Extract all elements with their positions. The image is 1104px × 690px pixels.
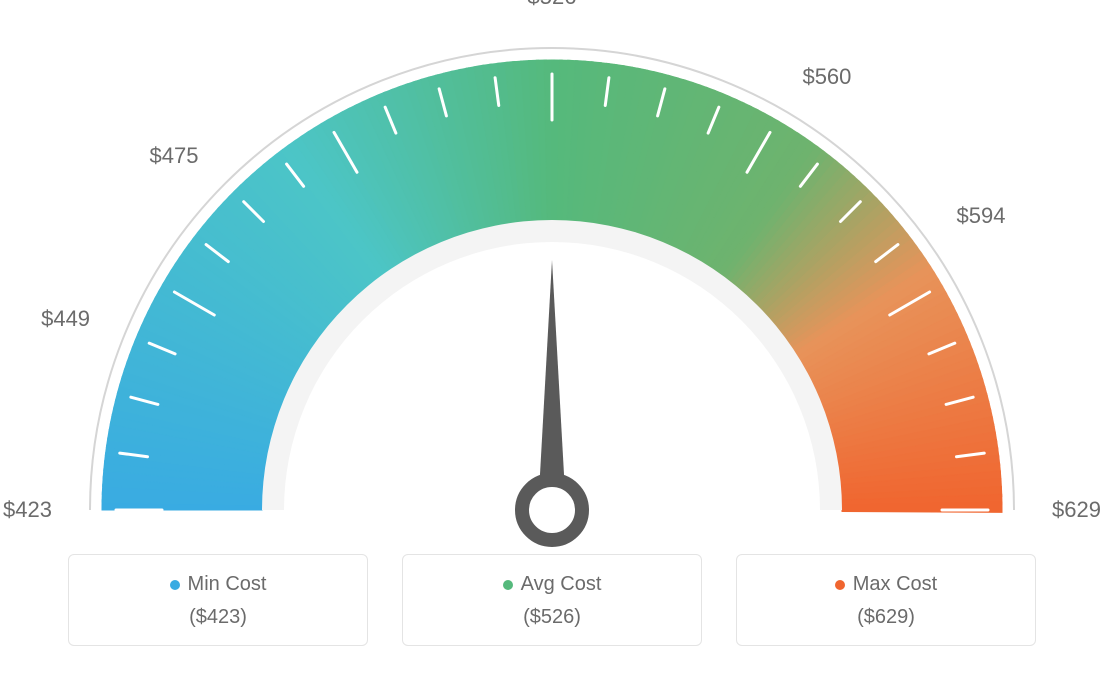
legend-title-min: Min Cost [69,573,367,596]
legend-row: Min Cost ($423) Avg Cost ($526) Max Cost… [0,554,1104,646]
gauge-tick-label: $449 [41,306,90,332]
gauge-svg [0,0,1104,560]
legend-title-avg: Avg Cost [403,573,701,596]
dot-max-icon [835,580,845,590]
legend-card-max: Max Cost ($629) [736,554,1036,646]
legend-title-text-max: Max Cost [853,573,937,595]
gauge-tick-label: $560 [802,64,851,90]
gauge-tick-label: $526 [528,0,577,10]
legend-card-avg: Avg Cost ($526) [402,554,702,646]
legend-card-min: Min Cost ($423) [68,554,368,646]
dot-avg-icon [503,580,513,590]
legend-value-max: ($629) [737,606,1035,629]
legend-value-min: ($423) [69,606,367,629]
gauge-chart: $423 $449 $475 $526 $560 $594 $629 [0,0,1104,560]
legend-title-max: Max Cost [737,573,1035,596]
legend-value-avg: ($526) [403,606,701,629]
gauge-tick-label: $594 [957,203,1006,229]
gauge-tick-label: $423 [3,497,52,523]
legend-title-text-min: Min Cost [188,573,267,595]
gauge-tick-label: $629 [1052,497,1101,523]
gauge-tick-label: $475 [149,143,198,169]
legend-title-text-avg: Avg Cost [521,573,602,595]
dot-min-icon [170,580,180,590]
